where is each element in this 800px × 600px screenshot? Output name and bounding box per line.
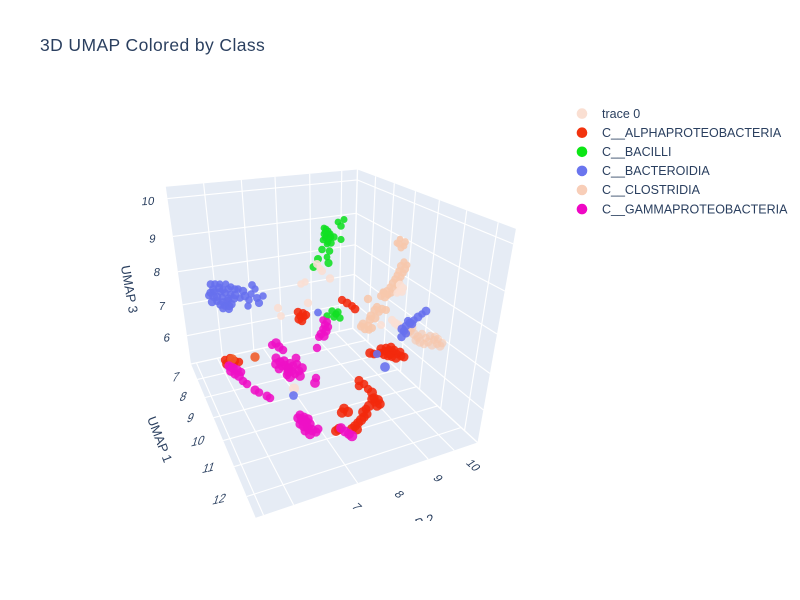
- svg-text:7: 7: [170, 369, 181, 385]
- svg-text:C__ALPHAPROTEOBACTERIA: C__ALPHAPROTEOBACTERIA: [602, 126, 782, 140]
- svg-text:7: 7: [349, 501, 365, 512]
- svg-text:9: 9: [148, 233, 156, 245]
- svg-text:9: 9: [430, 473, 446, 484]
- svg-text:12: 12: [211, 491, 228, 508]
- svg-text:C__BACTEROIDIA: C__BACTEROIDIA: [602, 164, 710, 178]
- svg-text:C__BACILLI: C__BACILLI: [602, 145, 671, 159]
- svg-text:C__CLOSTRIDIA: C__CLOSTRIDIA: [602, 183, 701, 197]
- svg-text:C__GAMMAPROTEOBACTERIA: C__GAMMAPROTEOBACTERIA: [602, 202, 788, 216]
- svg-text:10: 10: [189, 433, 206, 450]
- svg-text:3D UMAP Colored by Class: 3D UMAP Colored by Class: [40, 35, 265, 55]
- svg-text:6: 6: [163, 332, 171, 344]
- svg-text:trace 0: trace 0: [602, 107, 640, 121]
- svg-text:8: 8: [178, 389, 189, 405]
- svg-text:8: 8: [153, 267, 161, 279]
- svg-text:8: 8: [391, 489, 407, 500]
- svg-text:9: 9: [185, 410, 196, 426]
- svg-text:10: 10: [141, 196, 155, 208]
- svg-text:7: 7: [158, 301, 166, 313]
